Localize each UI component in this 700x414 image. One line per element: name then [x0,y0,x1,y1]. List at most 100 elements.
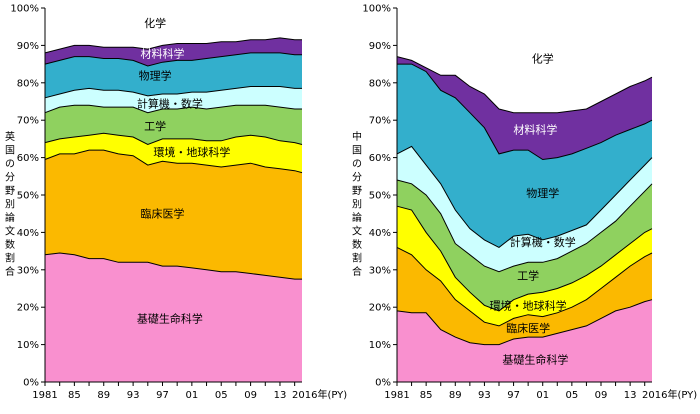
series-line-3 [396,205,653,312]
y-tick-label: 40% [369,228,391,239]
area-8 [397,8,652,113]
y-tick-label: 100% [10,4,39,15]
series-label: 化学 [144,16,166,30]
y-axis-label-char: 数 [352,238,362,251]
series-label: 材料科学 [140,47,184,61]
y-tick-label: 90% [369,41,391,52]
y-tick-label: 30% [369,265,391,276]
x-tick-label: 01 [536,390,549,401]
y-tick-label: 70% [17,116,39,127]
area-4 [45,105,302,145]
series-label: 物理学 [526,186,559,200]
x-tick-label: 05 [565,390,578,401]
series-line-6 [44,52,302,67]
area-3 [397,206,652,326]
y-axis-label-char: 分 [5,172,15,184]
area-3 [45,133,302,173]
y-tick-label: 20% [17,303,39,314]
area-1 [45,253,302,382]
series-line-5 [396,145,653,248]
series-line-1 [44,252,302,280]
area-2 [397,247,652,345]
y-axis-label-char: 文 [5,225,15,238]
y-axis-label-char: 割 [5,252,15,265]
series-label: 工学 [517,268,539,282]
series-line-2 [44,149,303,174]
x-tick-label: 93 [478,390,491,401]
y-tick-label: 80% [17,78,39,89]
x-tick-label: 09 [244,390,257,401]
series-line-2 [396,246,653,327]
series-line-4 [396,179,653,273]
y-tick-label: 50% [369,191,391,202]
area-5 [397,146,652,272]
series-line-1 [396,299,653,346]
x-tick-label: 13 [624,390,637,401]
series-label: 臨床医学 [506,321,550,335]
series-line-5 [44,86,302,99]
y-tick-label: 50% [17,191,39,202]
y-tick-label: 10% [17,340,39,351]
y-tick-label: 70% [369,116,391,127]
x-tick-label: 1981 [384,390,409,401]
x-tick-label: 1981 [32,390,57,401]
x-tick-label: 05 [215,390,228,401]
x-tick-label: 93 [127,390,140,401]
y-tick-label: 60% [17,153,39,164]
series-line-7 [44,37,302,54]
series-label: 環境・地球科学 [490,298,567,312]
series-label: 工学 [144,119,166,133]
y-axis-label-char: 英 [5,130,15,143]
y-tick-label: 60% [369,153,391,164]
y-axis-label-char: 野 [5,185,15,197]
y-axis-label-char: 合 [5,265,15,278]
x-tick-label: 85 [68,390,81,401]
y-axis-label-char: 別 [5,199,15,211]
y-axis-label-char: 合 [352,265,362,278]
y-tick-label: 30% [17,265,39,276]
y-axis-label-char: 分 [352,172,362,184]
series-label: 化学 [532,51,554,65]
y-axis-label-char: 数 [5,238,15,251]
area-7 [45,37,302,66]
series-label: 計算機・数学 [510,235,576,249]
x-tick-label: 89 [449,390,462,401]
series-label: 基礎生命科学 [502,353,568,367]
y-axis-label-char: 論 [5,211,15,224]
y-tick-label: 0% [375,378,391,389]
y-axis-label-char: 割 [352,252,362,265]
series-label: 臨床医学 [140,207,184,221]
y-axis-label-char: の [5,159,15,170]
series-line-4 [44,104,302,114]
y-axis-label-char: の [352,159,362,170]
y-axis-label-char: 国 [5,145,15,157]
x-tick-label: 2016年(PY) [292,388,347,401]
y-tick-label: 90% [17,41,39,52]
x-tick-label: 2016年(PY) [642,388,697,401]
y-axis-label-char: 国 [352,145,362,157]
series-label: 物理学 [139,68,172,82]
area-2 [45,150,302,280]
y-axis-label-char: 別 [352,199,362,211]
area-6 [397,64,652,248]
x-tick-label: 09 [595,390,608,401]
x-tick-label: 97 [507,390,520,401]
area-6 [45,52,302,98]
y-tick-label: 0% [23,378,39,389]
y-axis-label-char: 野 [352,185,362,197]
series-line-7 [396,56,653,114]
series-label: 材料科学 [513,123,557,137]
area-7 [397,56,652,160]
series-label: 計算機・数学 [137,96,203,110]
area-1 [397,299,652,382]
series-label: 環境・地球科学 [153,145,230,159]
x-tick-label: 01 [185,390,198,401]
y-tick-label: 10% [369,340,391,351]
y-tick-label: 20% [369,303,391,314]
x-tick-label: 13 [274,390,287,401]
y-axis-label-char: 論 [352,211,362,224]
series-label: 基礎生命科学 [137,311,203,325]
area-8 [45,8,302,53]
